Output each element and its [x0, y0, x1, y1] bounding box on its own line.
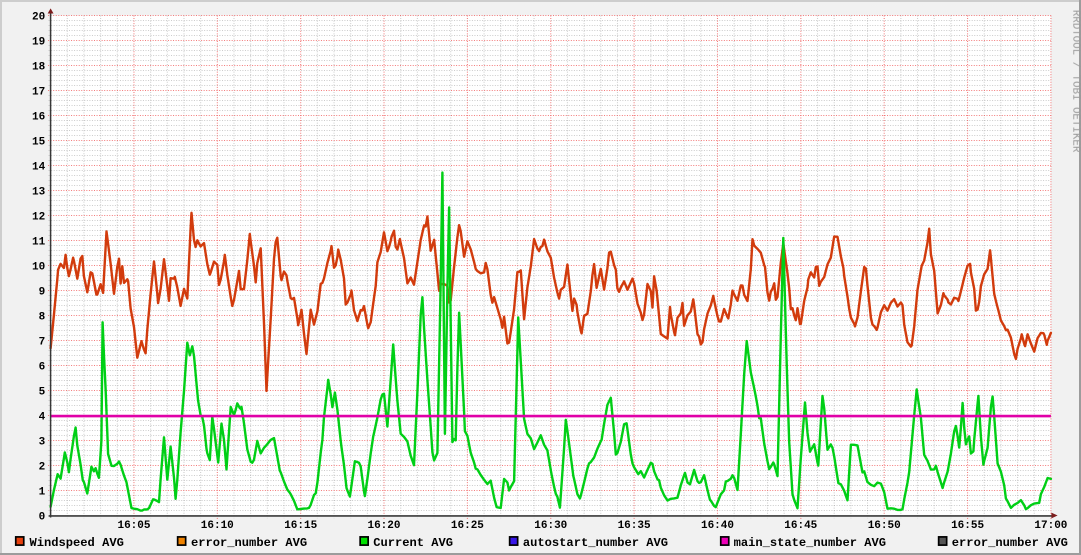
svg-text:1: 1 [39, 486, 46, 498]
svg-text:8: 8 [39, 311, 46, 323]
svg-text:14: 14 [32, 161, 46, 173]
svg-text:9: 9 [39, 286, 46, 298]
svg-text:7: 7 [39, 336, 46, 348]
svg-text:error_number AVG: error_number AVG [191, 536, 307, 550]
svg-text:16:15: 16:15 [284, 520, 317, 532]
svg-text:16:30: 16:30 [534, 520, 567, 532]
svg-text:0: 0 [39, 511, 46, 523]
svg-text:autostart_number AVG: autostart_number AVG [523, 536, 668, 550]
svg-text:16:25: 16:25 [451, 520, 484, 532]
svg-text:13: 13 [32, 186, 46, 198]
svg-text:error_number AVG: error_number AVG [952, 536, 1068, 550]
svg-text:16:05: 16:05 [117, 520, 150, 532]
svg-text:19: 19 [32, 36, 45, 48]
svg-text:16:50: 16:50 [868, 520, 901, 532]
svg-text:16: 16 [32, 111, 45, 123]
svg-text:12: 12 [32, 211, 45, 223]
svg-text:RRDTOOL / TOBI OETIKER: RRDTOOL / TOBI OETIKER [1069, 10, 1081, 153]
svg-text:6: 6 [39, 361, 46, 373]
svg-text:16:20: 16:20 [367, 520, 400, 532]
svg-text:10: 10 [32, 261, 45, 273]
svg-text:2: 2 [39, 461, 46, 473]
svg-text:5: 5 [39, 386, 46, 398]
svg-text:17: 17 [32, 86, 45, 98]
svg-text:17:00: 17:00 [1034, 520, 1067, 532]
svg-text:3: 3 [39, 436, 46, 448]
svg-text:main_state_number AVG: main_state_number AVG [734, 536, 886, 550]
svg-text:16:35: 16:35 [618, 520, 651, 532]
svg-text:15: 15 [32, 136, 46, 148]
svg-text:20: 20 [32, 11, 45, 23]
svg-text:16:45: 16:45 [784, 520, 817, 532]
svg-text:Current AVG: Current AVG [373, 536, 453, 550]
svg-text:11: 11 [32, 236, 46, 248]
svg-text:18: 18 [32, 61, 46, 73]
svg-text:16:10: 16:10 [201, 520, 234, 532]
svg-text:Windspeed AVG: Windspeed AVG [30, 536, 124, 550]
svg-text:16:40: 16:40 [701, 520, 734, 532]
svg-text:4: 4 [39, 411, 46, 423]
svg-text:16:55: 16:55 [951, 520, 984, 532]
